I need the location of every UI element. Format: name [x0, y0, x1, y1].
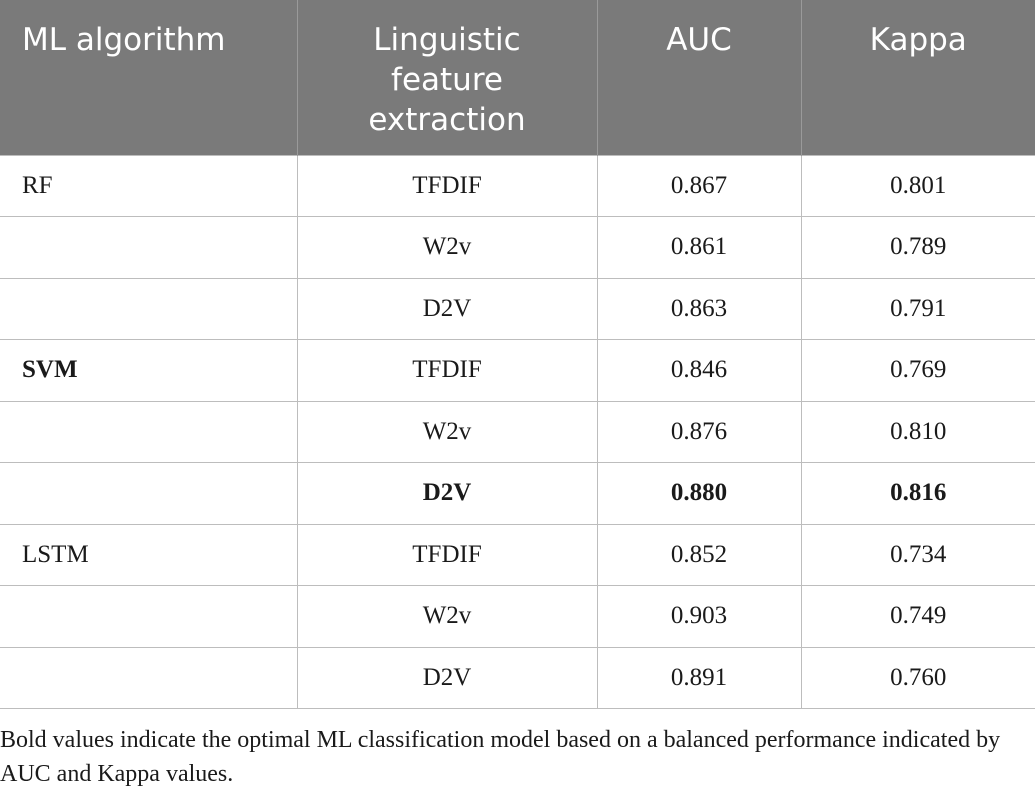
cell-algorithm — [0, 400, 297, 463]
cell-auc: 0.863 — [596, 277, 801, 340]
cell-algorithm: LSTM — [0, 523, 297, 586]
cell-auc: 0.852 — [596, 523, 801, 586]
cell-algorithm: RF — [0, 154, 297, 217]
cell-feature: TFDIF — [296, 523, 597, 586]
cell-kappa: 0.801 — [800, 154, 1035, 217]
cell-auc: 0.880 — [596, 462, 801, 524]
cell-auc: 0.846 — [596, 339, 801, 401]
cell-auc: 0.891 — [596, 646, 801, 709]
cell-algorithm — [0, 585, 297, 647]
cell-kappa: 0.789 — [800, 216, 1035, 278]
cell-auc: 0.861 — [596, 216, 801, 278]
table-row: D2V 0.863 0.791 — [0, 277, 1035, 340]
cell-auc: 0.903 — [596, 585, 801, 647]
cell-kappa: 0.791 — [800, 277, 1035, 340]
cell-feature: W2v — [296, 400, 597, 463]
table-row: W2v 0.903 0.749 — [0, 585, 1035, 647]
table-footnote: Bold values indicate the optimal ML clas… — [0, 727, 1001, 787]
cell-feature: D2V — [296, 277, 597, 340]
table-row-optimal: D2V 0.880 0.816 — [0, 462, 1035, 524]
table-row: W2v 0.861 0.789 — [0, 216, 1035, 278]
cell-kappa: 0.749 — [800, 585, 1035, 647]
cell-feature: W2v — [296, 216, 597, 278]
cell-algorithm — [0, 646, 297, 709]
results-table: ML algorithm Linguistic feature extraction… — [0, 0, 1035, 709]
cell-feature: D2V — [296, 646, 597, 709]
cell-feature: TFDIF — [296, 339, 597, 401]
cell-algorithm — [0, 216, 297, 278]
table-row: LSTM TFDIF 0.852 0.734 — [0, 523, 1035, 586]
cell-kappa: 0.769 — [800, 339, 1035, 401]
table-row: SVM TFDIF 0.846 0.769 — [0, 339, 1035, 401]
header-auc: AUC — [596, 0, 801, 155]
cell-algorithm — [0, 277, 297, 340]
header-linguistic-feature-extraction: Linguistic feature extraction — [296, 0, 597, 155]
header-row: ML algorithm Linguistic feature extraction… — [0, 0, 1035, 155]
cell-auc: 0.876 — [596, 400, 801, 463]
header-feature-line-2: feature — [391, 62, 503, 98]
cell-kappa: 0.734 — [800, 523, 1035, 586]
table-body: RF TFDIF 0.867 0.801 W2v 0.861 0.789 D2V… — [0, 154, 1035, 709]
table-row: D2V 0.891 0.760 — [0, 646, 1035, 709]
cell-feature: W2v — [296, 585, 597, 647]
header-ml-algorithm: ML algorithm — [0, 0, 297, 155]
table-row: W2v 0.876 0.810 — [0, 400, 1035, 463]
cell-auc: 0.867 — [596, 154, 801, 217]
header-feature-line-3: extraction — [368, 102, 526, 138]
table-row: RF TFDIF 0.867 0.801 — [0, 154, 1035, 217]
cell-kappa: 0.816 — [800, 462, 1035, 524]
header-feature-line-1: Linguistic — [373, 22, 521, 58]
cell-kappa: 0.810 — [800, 400, 1035, 463]
header-kappa: Kappa — [800, 0, 1035, 155]
cell-feature: TFDIF — [296, 154, 597, 217]
table-header: ML algorithm Linguistic feature extraction… — [0, 0, 1035, 155]
cell-kappa: 0.760 — [800, 646, 1035, 709]
cell-algorithm — [0, 462, 297, 524]
cell-feature: D2V — [296, 462, 597, 524]
cell-algorithm: SVM — [0, 339, 297, 401]
